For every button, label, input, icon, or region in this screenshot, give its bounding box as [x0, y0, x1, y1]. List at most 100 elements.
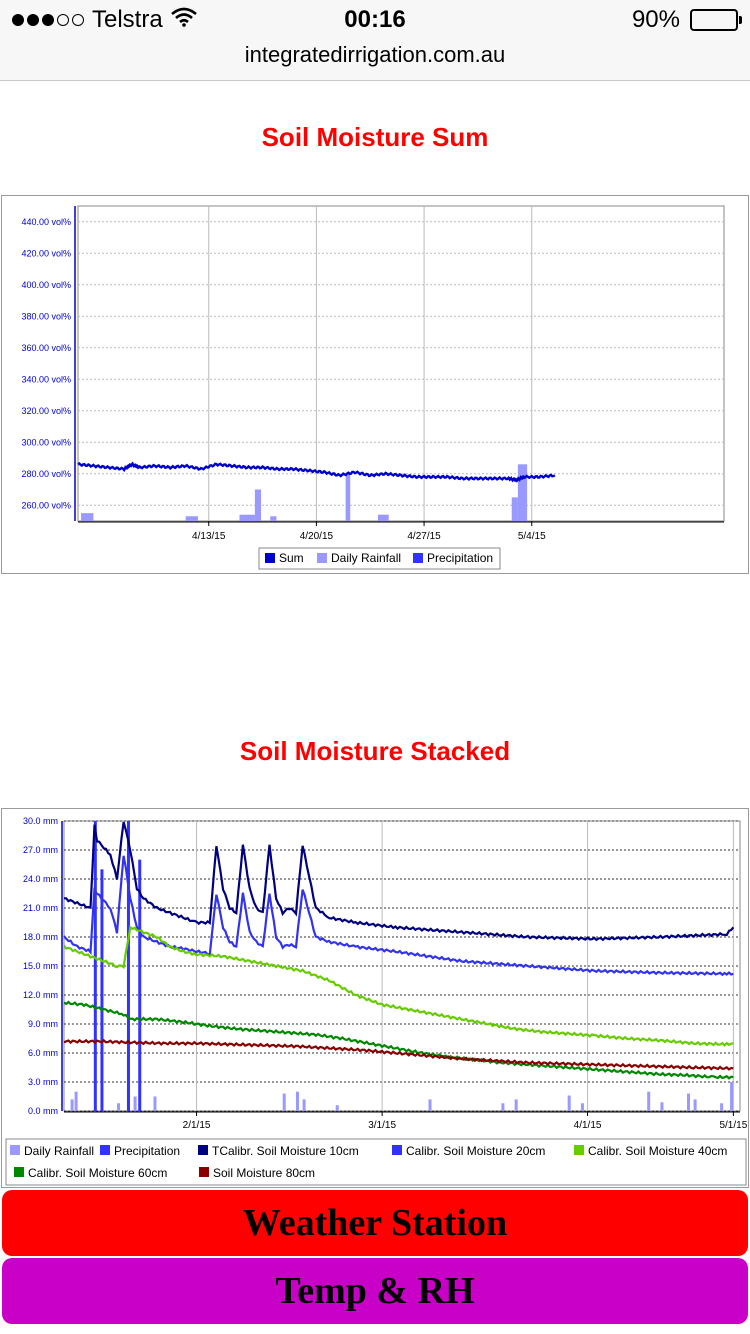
- rainfall-bar: [254, 489, 262, 521]
- y-tick-label: 340.00 vol%: [21, 374, 71, 384]
- series-line: [63, 925, 734, 1047]
- y-tick-label: 3.0 mm: [28, 1077, 58, 1087]
- y-tick-label: 21.0 mm: [23, 903, 58, 913]
- wifi-icon: [170, 6, 197, 34]
- y-tick-label: 380.00 vol%: [21, 311, 71, 321]
- legend-swatch: [10, 1145, 20, 1155]
- x-tick-label: 5/1/15: [719, 1120, 747, 1131]
- x-tick-label: 4/13/15: [192, 531, 226, 542]
- y-tick-label: 400.00 vol%: [21, 280, 71, 290]
- rainfall-bar: [81, 513, 94, 521]
- signal-dot: [12, 14, 24, 26]
- status-left: Telstra: [12, 6, 197, 34]
- x-tick-label: 3/1/15: [368, 1120, 396, 1131]
- y-tick-label: 15.0 mm: [23, 961, 58, 971]
- series-line: [63, 855, 734, 977]
- legend-swatch: [100, 1145, 110, 1155]
- y-tick-label: 300.00 vol%: [21, 437, 71, 447]
- soil-moisture-sum-svg: 260.00 vol% 280.00 vol% 300.00 vol% 320.00 …: [21, 205, 725, 570]
- series-line: [63, 1038, 734, 1071]
- signal-dot: [27, 14, 39, 26]
- rainfall-bar: [93, 821, 97, 1111]
- legend: Daily Rainfall Precipitation TCalibr. Soil…: [5, 1138, 747, 1186]
- rainfall-bar: [693, 1099, 697, 1111]
- battery-icon: [690, 9, 742, 31]
- temp-rh-button[interactable]: Temp & RH: [2, 1258, 748, 1324]
- rainfall-bar: [335, 1105, 339, 1111]
- series-line: [64, 821, 735, 942]
- legend-label: Daily Rainfall: [24, 1144, 94, 1158]
- legend-label: Soil Moisture 80cm: [213, 1166, 315, 1180]
- soil-moisture-stacked-title: Soil Moisture Stacked: [239, 736, 511, 766]
- signal-dot: [42, 14, 54, 26]
- rainfall-bar: [647, 1091, 651, 1111]
- legend-swatch: [413, 553, 423, 563]
- signal-dot: [72, 14, 84, 26]
- weather-station-button[interactable]: Weather Station: [2, 1190, 748, 1256]
- address-bar[interactable]: integratedirrigation.com.au: [0, 40, 750, 81]
- legend-label: Calibr. Soil Moisture 60cm: [28, 1166, 167, 1180]
- series-line: [63, 1000, 734, 1080]
- soil-moisture-stacked-svg: 0.0 mm 3.0 mm 6.0 mm 9.0 mm 12.0 mm 15.0 mm 18…: [5, 816, 748, 1186]
- legend-label: TCalibr. Soil Moisture 10cm: [212, 1144, 359, 1158]
- y-tick-label: 12.0 mm: [23, 990, 58, 1000]
- legend-label: Sum: [279, 551, 304, 565]
- rainfall-bar: [517, 464, 528, 521]
- y-tick-label: 30.0 mm: [23, 816, 58, 826]
- y-tick-label: 320.00 vol%: [21, 406, 71, 416]
- rainfall-bar: [580, 1103, 584, 1111]
- legend-label: Precipitation: [427, 551, 493, 565]
- rainfall-bar: [730, 1082, 734, 1111]
- y-tick-label: 24.0 mm: [23, 874, 58, 884]
- rainfall-bar: [511, 497, 518, 521]
- rainfall-bar: [295, 1091, 299, 1111]
- rainfall-bar: [428, 1099, 432, 1111]
- rainfall-bar: [282, 1093, 286, 1111]
- legend-swatch: [198, 1145, 208, 1155]
- rainfall-bar: [270, 516, 277, 521]
- sum-series-line: [77, 461, 556, 483]
- x-tick-label: 4/20/15: [300, 531, 334, 542]
- rainfall-bar: [153, 1096, 157, 1111]
- rainfall-bar: [345, 473, 351, 521]
- legend-swatch: [317, 553, 327, 563]
- rainfall-bar: [377, 514, 389, 521]
- soil-moisture-stacked-chart: 0.0 mm 3.0 mm 6.0 mm 9.0 mm 12.0 mm 15.0 mm 18…: [1, 808, 749, 1188]
- rainfall-bar: [302, 1099, 306, 1111]
- signal-dot: [57, 14, 69, 26]
- battery-percent: 90%: [631, 6, 680, 33]
- url-text[interactable]: integratedirrigation.com.au: [244, 42, 506, 67]
- x-tick-label: 4/1/15: [574, 1120, 602, 1131]
- legend-label: Calibr. Soil Moisture 20cm: [406, 1144, 545, 1158]
- rainfall-bar: [686, 1093, 690, 1111]
- rainfall-bar: [74, 1091, 78, 1111]
- legend-label: Calibr. Soil Moisture 40cm: [588, 1144, 727, 1158]
- rainfall-bar: [567, 1095, 571, 1111]
- status-bar: Telstra 00:16 90%: [0, 0, 750, 40]
- rainfall-bar: [185, 516, 198, 521]
- rainfall-bar: [660, 1102, 664, 1111]
- y-tick-label: 280.00 vol%: [21, 469, 71, 479]
- legend: Sum Daily Rainfall Precipitation: [258, 547, 501, 570]
- y-tick-label: 0.0 mm: [28, 1106, 58, 1116]
- rainfall-bar: [126, 821, 130, 1111]
- legend-swatch: [392, 1145, 402, 1155]
- rainfall-bar: [138, 859, 142, 1111]
- x-tick-label: 2/1/15: [183, 1120, 211, 1131]
- legend-swatch: [199, 1167, 209, 1177]
- rainfall-bar: [720, 1103, 724, 1111]
- rainfall-bar: [514, 1099, 518, 1111]
- rainfall-bar: [100, 869, 104, 1111]
- carrier-name: Telstra: [92, 6, 163, 33]
- y-tick-label: 9.0 mm: [28, 1019, 58, 1029]
- soil-moisture-sum-title: Soil Moisture Sum: [261, 122, 489, 152]
- y-tick-label: 18.0 mm: [23, 932, 58, 942]
- y-tick-label: 260.00 vol%: [21, 500, 71, 510]
- y-tick-label: 6.0 mm: [28, 1048, 58, 1058]
- status-right: 90%: [631, 6, 742, 34]
- rainfall-bar: [117, 1103, 121, 1111]
- legend-label: Precipitation: [114, 1144, 180, 1158]
- y-tick-label: 420.00 vol%: [21, 248, 71, 258]
- signal-icon: [12, 14, 84, 26]
- legend-swatch: [14, 1167, 24, 1177]
